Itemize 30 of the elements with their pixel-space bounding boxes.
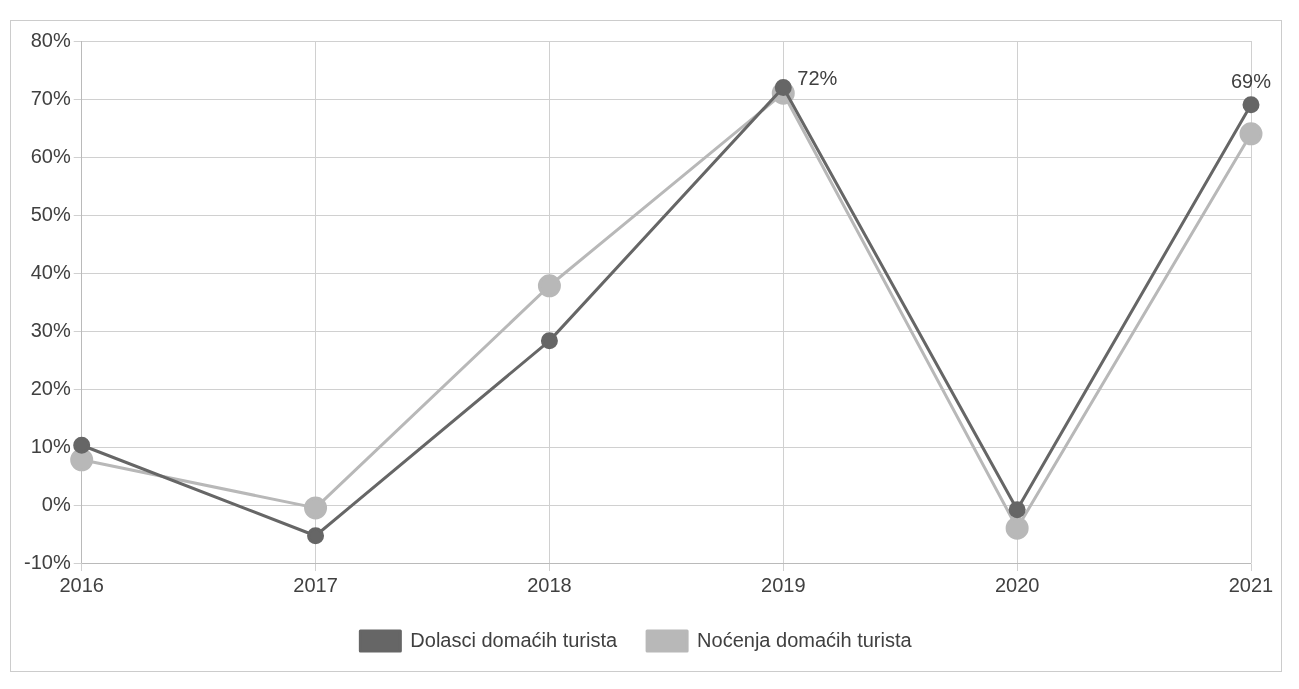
x-tick-label: 2019 <box>761 573 806 596</box>
y-tick-label: 40% <box>30 260 71 283</box>
y-tick-label: 50% <box>30 202 71 225</box>
x-tick-label: 2020 <box>994 573 1040 596</box>
y-tick-label: 70% <box>30 86 71 109</box>
y-tick-label: 10% <box>30 434 71 457</box>
legend-label: Dolasci domaćih turista <box>410 628 618 651</box>
x-tick-label: 2018 <box>527 573 572 596</box>
y-tick-label: 20% <box>30 376 71 399</box>
point <box>70 448 94 472</box>
data-label: 69% <box>1230 70 1272 93</box>
point <box>1008 501 1026 519</box>
point <box>1242 96 1260 114</box>
point <box>1239 122 1263 146</box>
y-tick-label: 0% <box>41 492 71 515</box>
x-tick-label: 2021 <box>1228 573 1274 596</box>
y-tick-label: 80% <box>30 28 71 51</box>
point <box>537 274 561 298</box>
point <box>307 527 325 545</box>
point <box>73 436 91 454</box>
legend-label: Noćenja domaćih turista <box>697 628 913 651</box>
point <box>304 496 328 520</box>
y-tick-label: 60% <box>30 144 71 167</box>
point <box>1005 516 1029 540</box>
y-tick-label: 30% <box>30 318 71 341</box>
point <box>540 332 558 350</box>
data-label: 72% <box>797 66 838 89</box>
x-tick-label: 2017 <box>293 573 338 596</box>
x-tick-label: 2016 <box>59 573 104 596</box>
y-tick-label: -10% <box>23 550 71 573</box>
